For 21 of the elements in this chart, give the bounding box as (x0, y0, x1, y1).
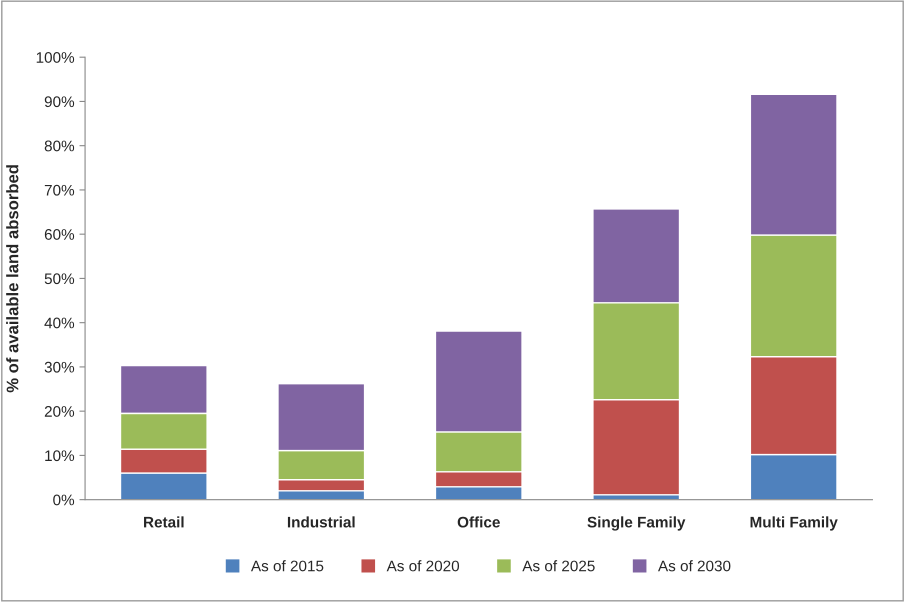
x-tick-label: Multi Family (750, 516, 838, 531)
legend-label: As of 2025 (522, 560, 595, 572)
y-tick-label: 30% (44, 362, 74, 373)
y-tick-label: 70% (44, 184, 74, 196)
y-tick-label: 60% (44, 229, 74, 240)
y-tick-label: 100% (36, 52, 74, 63)
y-tick-label: 50% (44, 273, 74, 284)
legend-label: As of 2030 (658, 560, 730, 572)
y-tick-label: 20% (44, 406, 74, 417)
y-tick-label: 90% (44, 96, 74, 108)
x-tick-label: Retail (144, 516, 184, 528)
x-tick-label: Industrial (288, 516, 355, 528)
x-tick-label: Single Family (587, 516, 686, 531)
legend-label: As of 2020 (386, 560, 460, 572)
y-axis-title: % of available land absorbed (6, 165, 18, 392)
y-tick-label: 40% (44, 318, 74, 328)
legend-label: As of 2015 (250, 560, 324, 572)
x-tick-label: Office (458, 516, 500, 528)
y-tick-label: 80% (44, 140, 74, 152)
y-tick-label: 10% (45, 450, 74, 462)
y-tick-label: 0% (53, 494, 74, 506)
